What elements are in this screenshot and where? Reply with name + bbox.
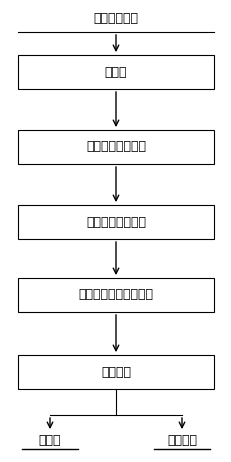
- Text: 电磁感应加热熔化: 电磁感应加热熔化: [86, 140, 145, 153]
- Bar: [18, 205, 213, 239]
- Text: 钛硅合金: 钛硅合金: [166, 433, 196, 446]
- Text: 切割分离: 切割分离: [100, 365, 131, 378]
- Bar: [18, 278, 213, 312]
- Text: 电磁定向凝固强化分离: 电磁定向凝固强化分离: [78, 288, 153, 302]
- Bar: [18, 355, 213, 389]
- Text: 钛硅合金物料: 钛硅合金物料: [93, 12, 138, 24]
- Text: 高纯硅: 高纯硅: [39, 433, 61, 446]
- Text: 真空挥发精炼除杂: 真空挥发精炼除杂: [86, 215, 145, 229]
- Text: 预处理: 预处理: [104, 66, 127, 79]
- Bar: [18, 55, 213, 89]
- Bar: [18, 130, 213, 164]
